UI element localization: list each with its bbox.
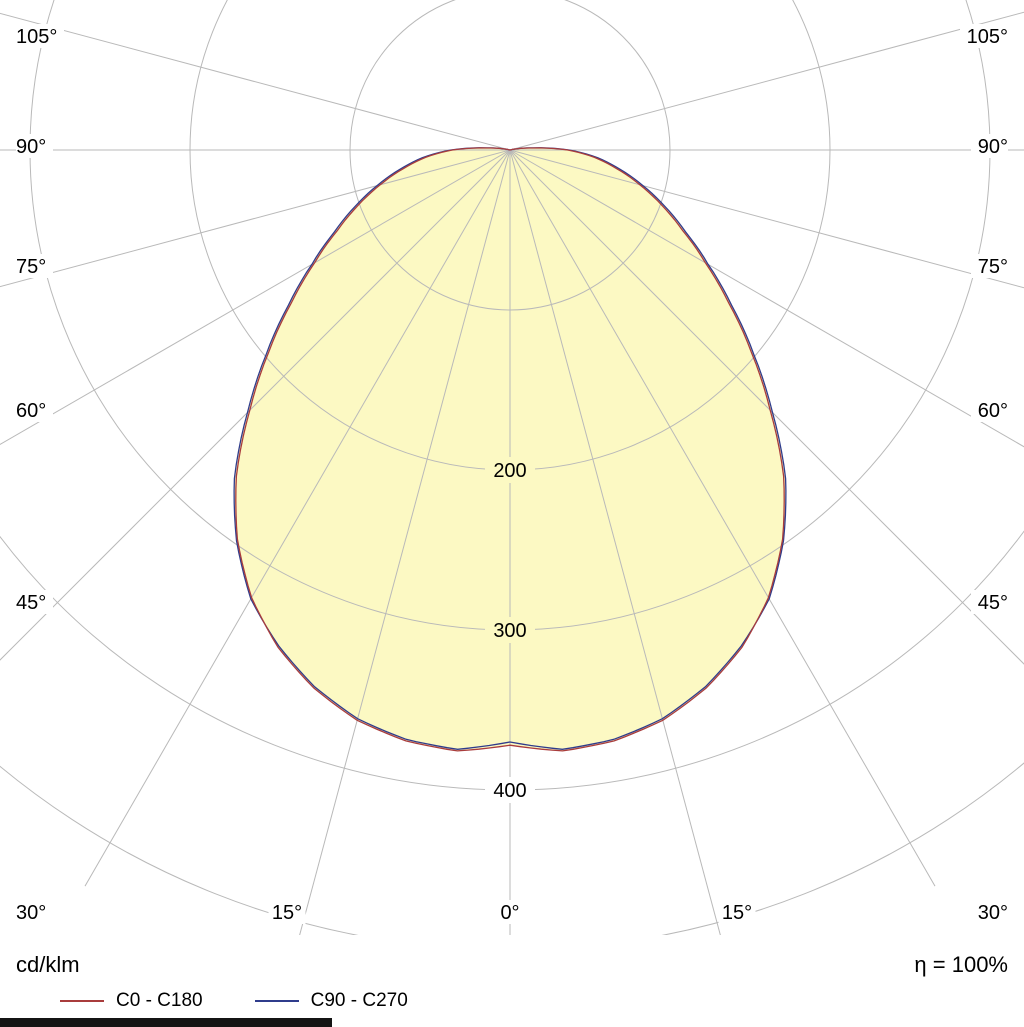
grid-spoke	[0, 12, 511, 151]
angle-label: 60°	[16, 400, 46, 422]
angle-label: 45°	[978, 592, 1008, 614]
angle-label-mask	[16, 134, 53, 158]
curve-c0-c180	[235, 147, 785, 752]
angle-label-mask	[971, 900, 1008, 924]
grid-spoke	[84, 149, 511, 887]
angle-label-mask	[971, 254, 1008, 278]
c90-line-swatch	[254, 1000, 299, 1002]
efficiency-value: η = 100%	[914, 952, 1008, 977]
grid-spoke	[509, 149, 1024, 289]
angle-label: 75°	[978, 256, 1008, 278]
legend: C0 - C180 C90 - C270	[0, 990, 1024, 1012]
chart-area: 200 300 400 105° 105° 90° 90° 75° 75° 60° 60° 45° 45…	[0, 0, 1024, 935]
angle-label-mask	[268, 900, 306, 924]
ring-value-label: 400	[493, 780, 526, 802]
angle-label: 90°	[16, 136, 46, 158]
grid-spoke	[0, 149, 511, 661]
angle-label: 15°	[272, 902, 302, 924]
legend-label-c0: C0 - C180	[116, 990, 203, 1011]
legend-item-c0: C0 - C180	[60, 990, 203, 1012]
angle-label-mask	[718, 900, 756, 924]
bottom-artifact-bar	[0, 1018, 332, 1027]
ring-label-mask	[485, 777, 535, 803]
angle-label: 45°	[16, 592, 46, 614]
legend-label-c90: C90 - C270	[310, 990, 408, 1011]
grid-spoke	[509, 149, 1024, 448]
angle-label-mask	[16, 254, 53, 278]
angle-label: 60°	[978, 400, 1008, 422]
grid-spoke	[509, 149, 721, 935]
c0-line-swatch	[60, 1000, 104, 1002]
angle-label: 30°	[978, 902, 1008, 924]
chart-footer: cd/klm η = 100%	[0, 950, 1024, 980]
ring-value-label: 300	[493, 620, 526, 642]
angle-label: 75°	[16, 256, 46, 278]
curve-c90-c270	[233, 147, 787, 750]
grid-spoke	[299, 149, 511, 935]
angle-label: 105°	[16, 26, 57, 48]
unit-label: cd/klm	[16, 952, 80, 977]
ring-label-mask	[485, 457, 535, 483]
angle-label-mask	[971, 398, 1008, 422]
angle-label: 90°	[978, 136, 1008, 158]
grid-spoke	[509, 149, 1024, 665]
angle-label-mask	[16, 398, 53, 422]
angle-label-mask	[16, 590, 53, 614]
ring-value-label: 200	[493, 460, 526, 482]
angle-label-mask	[971, 590, 1008, 614]
angle-label-mask	[971, 134, 1008, 158]
grid-spoke	[0, 149, 511, 288]
legend-item-c90: C90 - C270	[254, 990, 408, 1012]
angle-label-mask	[960, 24, 1008, 48]
angle-label-mask	[16, 900, 53, 924]
angle-label: 105°	[967, 26, 1008, 48]
grid-spoke	[509, 11, 1024, 151]
polar-intensity-chart: 200 300 400 105° 105° 90° 90° 75° 75° 60° 60° 45° 45…	[0, 0, 1024, 935]
grid-spoke	[0, 149, 511, 446]
ring-label-mask	[485, 617, 535, 643]
angle-label: 0°	[500, 902, 519, 924]
angle-label-mask	[16, 24, 64, 48]
grid-spoke	[509, 149, 936, 887]
angle-label: 30°	[16, 902, 46, 924]
angle-label: 15°	[722, 902, 752, 924]
angle-label-mask	[497, 900, 523, 924]
